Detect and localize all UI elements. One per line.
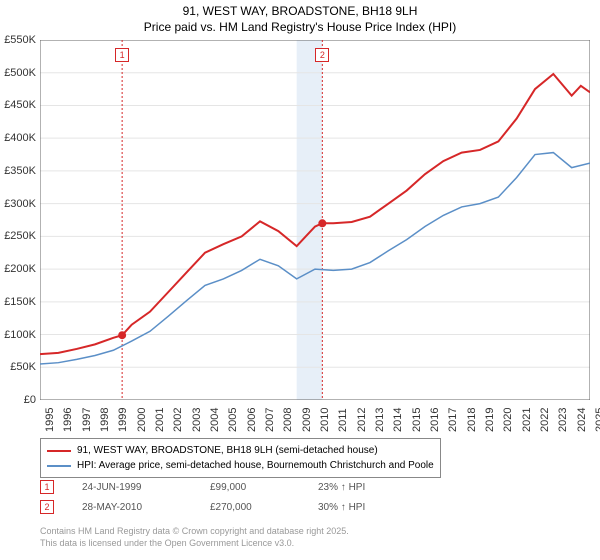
x-tick-label: 2003 xyxy=(191,408,203,432)
x-tick-label: 2000 xyxy=(136,408,148,432)
marker-badge-2: 2 xyxy=(40,500,54,514)
x-tick-label: 2011 xyxy=(337,408,349,432)
y-tick-label: £200K xyxy=(0,263,36,275)
x-tick-label: 2025 xyxy=(594,408,600,432)
marker-row-1: 1 24-JUN-1999 £99,000 23% ↑ HPI xyxy=(40,480,365,494)
y-tick-label: £250K xyxy=(0,230,36,242)
marker-date: 24-JUN-1999 xyxy=(82,482,182,493)
highlight-band xyxy=(297,40,323,400)
legend: 91, WEST WAY, BROADSTONE, BH18 9LH (semi… xyxy=(40,438,441,478)
marker-price: £270,000 xyxy=(210,502,290,513)
x-tick-label: 2004 xyxy=(209,408,221,432)
x-tick-label: 2016 xyxy=(429,408,441,432)
x-tick-label: 1997 xyxy=(81,408,93,432)
x-tick-label: 2021 xyxy=(521,408,533,432)
marker-price: £99,000 xyxy=(210,482,290,493)
y-tick-label: £0 xyxy=(0,394,36,406)
y-tick-label: £100K xyxy=(0,329,36,341)
x-tick-label: 2012 xyxy=(356,408,368,432)
x-tick-label: 2006 xyxy=(246,408,258,432)
footer-attribution: Contains HM Land Registry data © Crown c… xyxy=(40,526,349,549)
sale-dot-2 xyxy=(318,219,326,227)
title-line-1: 91, WEST WAY, BROADSTONE, BH18 9LH xyxy=(0,4,600,20)
x-tick-label: 2024 xyxy=(576,408,588,432)
x-tick-label: 2007 xyxy=(264,408,276,432)
y-tick-label: £500K xyxy=(0,67,36,79)
legend-item: HPI: Average price, semi-detached house,… xyxy=(47,458,434,473)
marker-badge-1: 1 xyxy=(40,480,54,494)
marker-row-2: 2 28-MAY-2010 £270,000 30% ↑ HPI xyxy=(40,500,365,514)
y-tick-label: £350K xyxy=(0,165,36,177)
x-tick-label: 2002 xyxy=(172,408,184,432)
y-tick-label: £50K xyxy=(0,361,36,373)
chart-container: 91, WEST WAY, BROADSTONE, BH18 9LH Price… xyxy=(0,0,600,560)
x-tick-label: 2009 xyxy=(301,408,313,432)
x-tick-label: 2015 xyxy=(411,408,423,432)
legend-label: 91, WEST WAY, BROADSTONE, BH18 9LH (semi… xyxy=(77,443,378,458)
x-tick-label: 2008 xyxy=(282,408,294,432)
y-tick-label: £300K xyxy=(0,198,36,210)
x-tick-label: 2022 xyxy=(539,408,551,432)
legend-item: 91, WEST WAY, BROADSTONE, BH18 9LH (semi… xyxy=(47,443,434,458)
footer-line-2: This data is licensed under the Open Gov… xyxy=(40,538,349,550)
legend-swatch xyxy=(47,465,71,467)
line-chart xyxy=(40,40,590,400)
x-tick-label: 1995 xyxy=(44,408,56,432)
marker-date: 28-MAY-2010 xyxy=(82,502,182,513)
sale-badge-2: 2 xyxy=(315,48,329,62)
title-line-2: Price paid vs. HM Land Registry's House … xyxy=(0,20,600,36)
x-tick-label: 1998 xyxy=(99,408,111,432)
x-tick-label: 2013 xyxy=(374,408,386,432)
sale-badge-1: 1 xyxy=(115,48,129,62)
y-tick-label: £450K xyxy=(0,99,36,111)
y-tick-label: £150K xyxy=(0,296,36,308)
marker-delta: 23% ↑ HPI xyxy=(318,482,365,493)
x-tick-label: 2023 xyxy=(557,408,569,432)
x-tick-label: 2017 xyxy=(447,408,459,432)
x-tick-label: 2010 xyxy=(319,408,331,432)
sale-marker-rows: 1 24-JUN-1999 £99,000 23% ↑ HPI 2 28-MAY… xyxy=(40,480,365,520)
x-tick-label: 2019 xyxy=(484,408,496,432)
x-tick-label: 1996 xyxy=(62,408,74,432)
x-tick-label: 2014 xyxy=(392,408,404,432)
y-tick-label: £550K xyxy=(0,34,36,46)
legend-swatch xyxy=(47,450,71,452)
x-tick-label: 2005 xyxy=(227,408,239,432)
x-tick-label: 2020 xyxy=(502,408,514,432)
footer-line-1: Contains HM Land Registry data © Crown c… xyxy=(40,526,349,538)
y-tick-label: £400K xyxy=(0,132,36,144)
x-tick-label: 2001 xyxy=(154,408,166,432)
legend-label: HPI: Average price, semi-detached house,… xyxy=(77,458,434,473)
chart-title: 91, WEST WAY, BROADSTONE, BH18 9LH Price… xyxy=(0,0,600,37)
x-tick-label: 2018 xyxy=(466,408,478,432)
sale-dot-1 xyxy=(118,331,126,339)
x-tick-label: 1999 xyxy=(117,408,129,432)
marker-delta: 30% ↑ HPI xyxy=(318,502,365,513)
